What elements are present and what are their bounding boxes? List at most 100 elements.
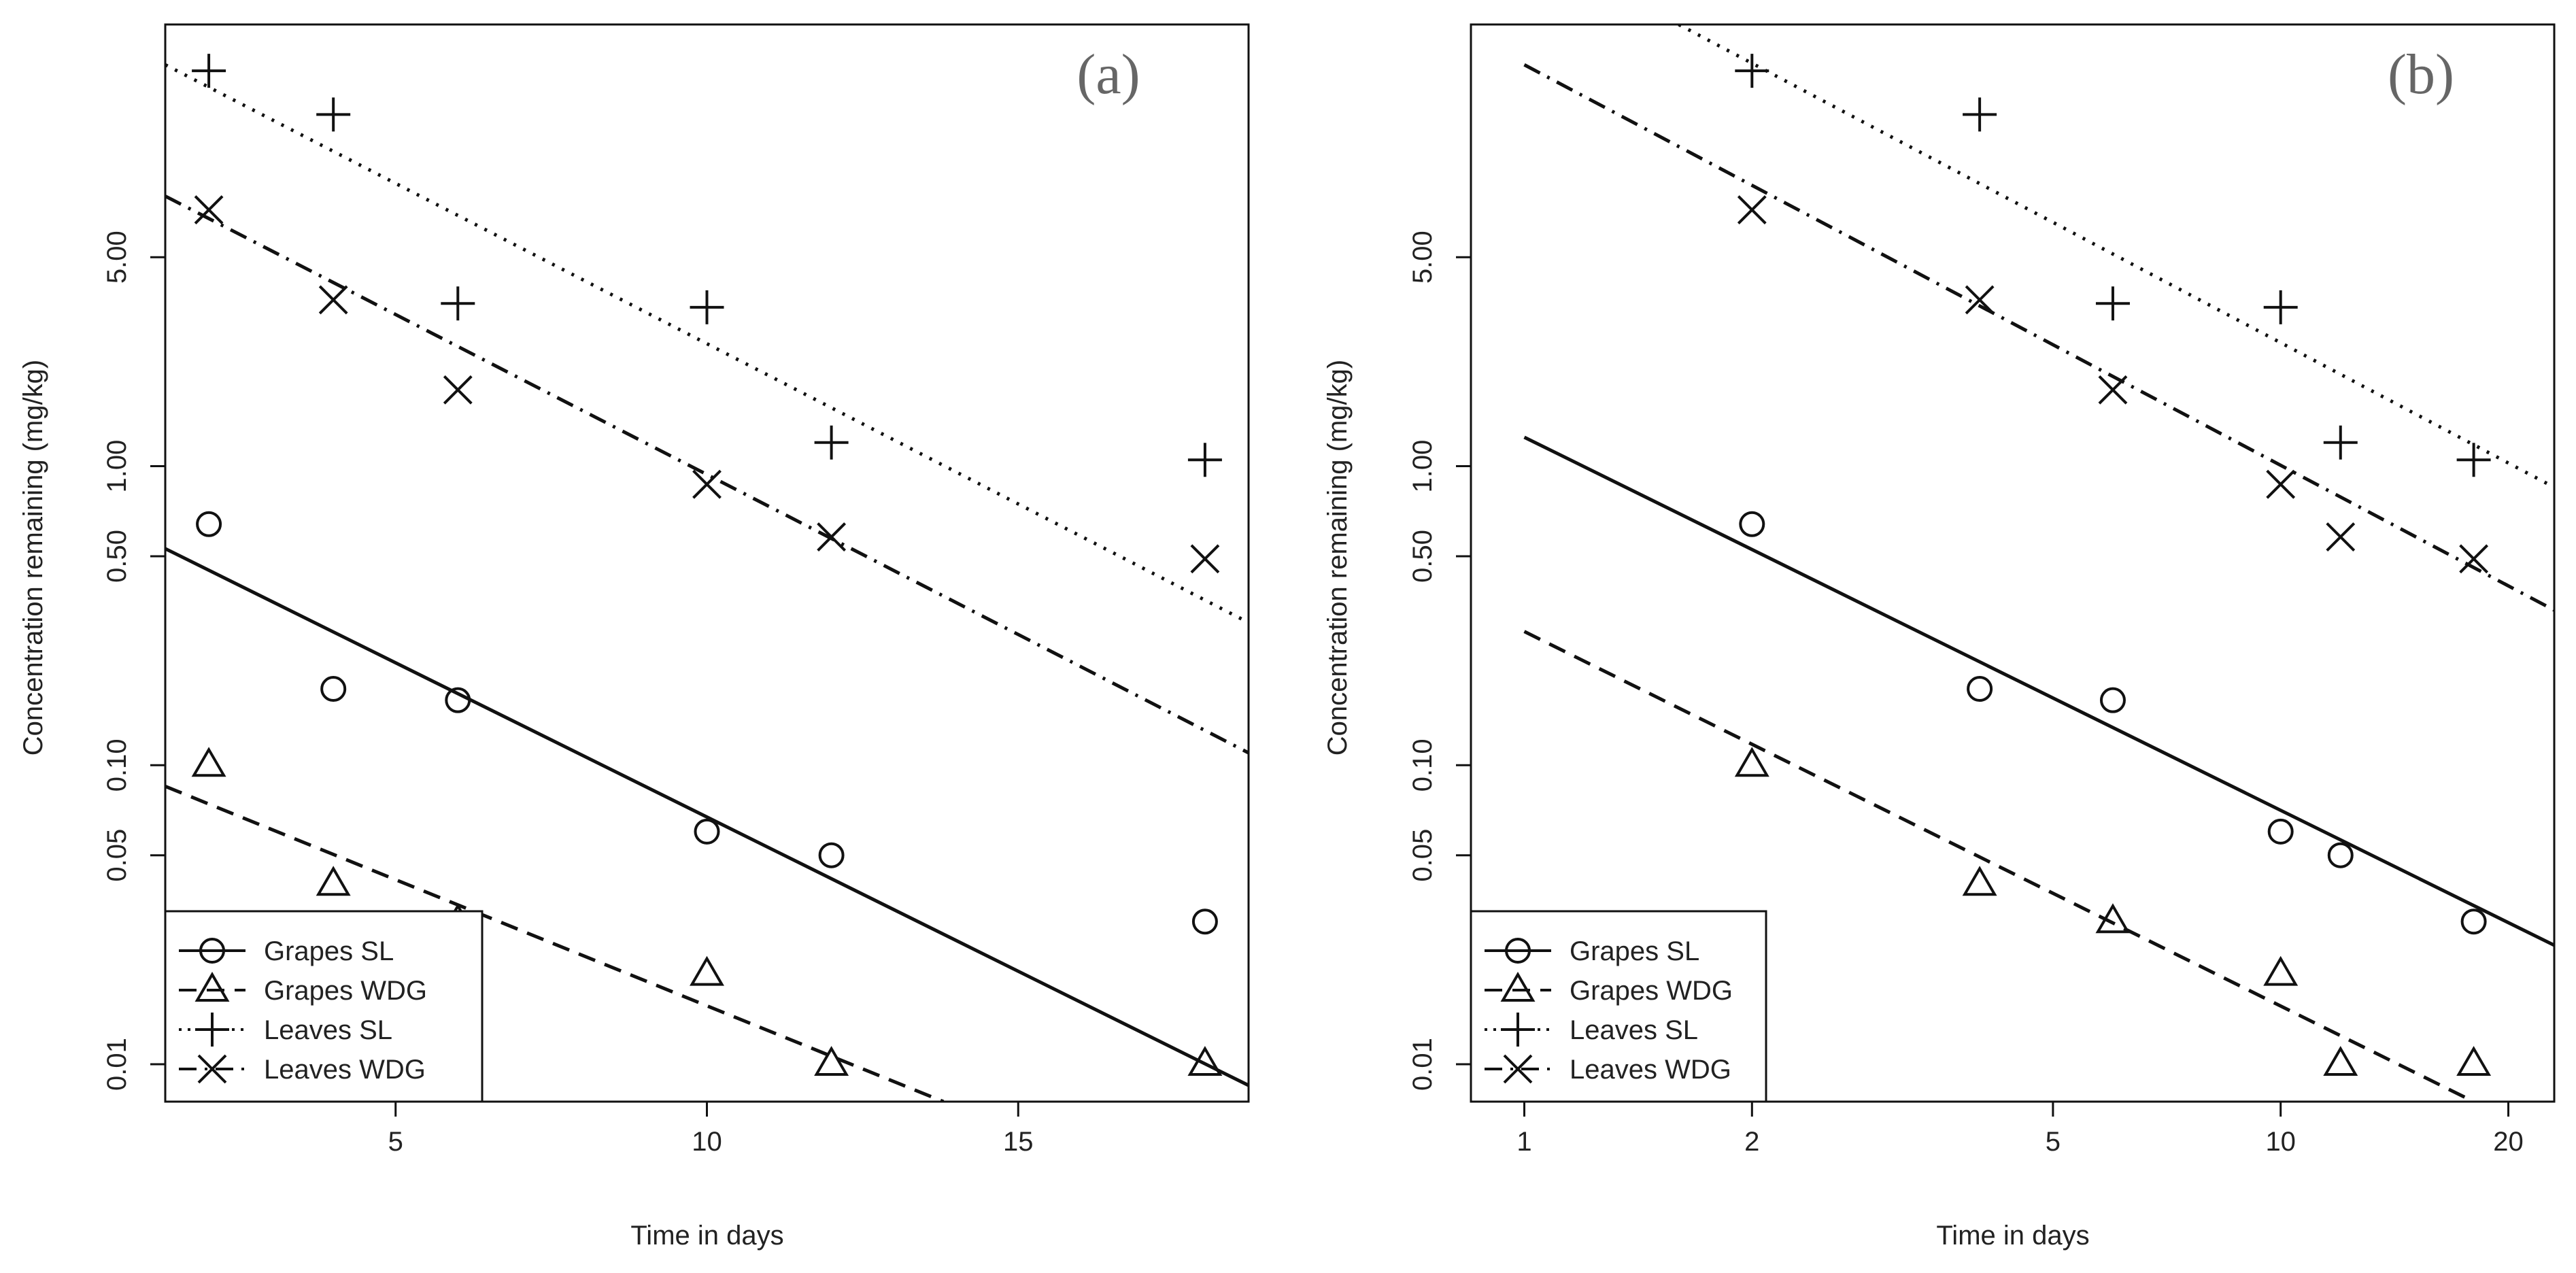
- x-tick-label: 10: [2265, 1127, 2296, 1157]
- data-point: [2323, 1046, 2358, 1076]
- legend-item: Grapes SL: [179, 936, 394, 966]
- legend-label: Grapes SL: [264, 936, 394, 966]
- legend-item: Grapes WDG: [1485, 972, 1733, 1006]
- data-point: [191, 747, 226, 777]
- data-point: [316, 97, 351, 132]
- data-point: [2323, 425, 2358, 460]
- x-tick-label: 5: [388, 1127, 403, 1157]
- y-tick-label: 5.00: [102, 231, 132, 284]
- y-tick-label: 0.05: [1408, 829, 1438, 882]
- legend-label: Leaves WDG: [264, 1055, 426, 1085]
- data-point: [316, 866, 351, 896]
- data-point: [1967, 676, 1993, 702]
- legend-marker: [197, 1054, 227, 1084]
- fit-line: [165, 547, 1249, 1087]
- data-point: [196, 511, 222, 537]
- data-point: [2267, 818, 2294, 845]
- legend-item: Leaves WDG: [179, 1054, 426, 1085]
- data-point: [2095, 903, 2131, 934]
- data-point: [2263, 290, 2298, 324]
- fit-line: [1678, 24, 2554, 489]
- data-point: [2456, 443, 2491, 477]
- legend-marker: [1501, 1013, 1535, 1047]
- x-axis-label: Time in days: [1936, 1221, 2089, 1251]
- data-point: [192, 54, 226, 88]
- x-tick-label: 15: [1003, 1127, 1034, 1157]
- data-point: [1190, 544, 1220, 574]
- data-point: [443, 375, 473, 405]
- legend-item: Leaves SL: [1485, 1013, 1698, 1047]
- y-tick-label: 0.10: [102, 739, 132, 792]
- panel-label: (a): [1077, 43, 1140, 106]
- y-tick-label: 0.01: [102, 1038, 132, 1091]
- data-point: [1963, 97, 1997, 132]
- y-axis-label: Concentration remaining (mg/kg): [1323, 360, 1353, 756]
- fit-line: [165, 194, 1249, 755]
- data-point: [817, 522, 847, 552]
- legend-label: Grapes SL: [1570, 936, 1699, 966]
- data-point: [2459, 544, 2489, 574]
- series-leaves-sl: [1678, 24, 2554, 489]
- legend-marker: [1505, 938, 1531, 964]
- y-tick-label: 1.00: [1408, 440, 1438, 493]
- chart-panel-a: 5 10 15 0.01 0.05 0.10 0.50 1.00 5.00 Time in day…: [18, 23, 1250, 1251]
- data-point: [2266, 469, 2296, 499]
- data-point: [818, 842, 845, 868]
- series-grapes-sl: [165, 511, 1249, 1087]
- chart-panel-b: 1 2 5 10 20 0.01 0.05 0.10 0.50 1.00 5.00 Time in d…: [1323, 23, 2556, 1251]
- legend-item: Grapes WDG: [179, 972, 427, 1006]
- series-grapes-sl: [1523, 435, 2554, 947]
- fit-line: [165, 785, 945, 1102]
- legend-item: Leaves WDG: [1485, 1054, 1731, 1085]
- y-axis-label: Concentration remaining (mg/kg): [18, 360, 48, 756]
- legend-item: Leaves SL: [179, 1013, 392, 1047]
- data-point: [814, 1046, 849, 1076]
- legend-item: Grapes SL: [1485, 936, 1699, 966]
- y-tick-label: 0.05: [102, 829, 132, 882]
- data-point: [320, 676, 347, 702]
- series-leaves-wdg: [165, 194, 1249, 755]
- legend-marker: [1500, 972, 1536, 1002]
- legend-label: Grapes WDG: [1570, 976, 1733, 1006]
- y-tick-label: 0.50: [102, 530, 132, 583]
- data-point: [1187, 1046, 1223, 1076]
- series-leaves-sl: [165, 54, 1249, 624]
- fit-line: [1523, 630, 2475, 1102]
- legend-marker: [1503, 1054, 1533, 1084]
- data-point: [1739, 511, 1765, 537]
- plot-frame: [1470, 23, 2556, 1103]
- x-tick-label: 10: [692, 1127, 722, 1157]
- data-point: [1735, 54, 1769, 88]
- data-point: [1191, 909, 1218, 935]
- legend-marker: [199, 938, 225, 964]
- data-point: [2099, 687, 2126, 713]
- y-tick-label: 0.10: [1408, 739, 1438, 792]
- data-point: [1187, 443, 1222, 477]
- y-tick-label: 5.00: [1408, 231, 1438, 284]
- data-point: [814, 425, 849, 460]
- data-point: [441, 286, 475, 321]
- fit-line: [1523, 63, 2554, 612]
- data-point: [1962, 866, 1997, 896]
- data-point: [318, 285, 348, 315]
- data-point: [1737, 195, 1767, 224]
- fit-line: [165, 63, 1249, 624]
- legend-label: Grapes WDG: [264, 976, 427, 1006]
- x-tick-label: 5: [2046, 1127, 2061, 1157]
- legend: Grapes SL Grapes WDG Leaves SL Leaves WDG: [1470, 910, 1767, 1103]
- data-point: [194, 195, 224, 224]
- y-tick-label: 0.50: [1408, 530, 1438, 583]
- data-point: [2263, 955, 2299, 986]
- legend-marker: [194, 972, 230, 1002]
- data-point: [692, 469, 722, 499]
- y-tick-label: 0.01: [1408, 1038, 1438, 1091]
- legend-marker: [195, 1013, 229, 1047]
- x-tick-label: 20: [2493, 1127, 2524, 1157]
- data-point: [1734, 747, 1769, 777]
- series-grapes-wdg: [1523, 630, 2492, 1102]
- legend-label: Leaves SL: [1570, 1015, 1698, 1045]
- data-point: [690, 290, 724, 324]
- x-axis-label: Time in days: [630, 1221, 783, 1251]
- legend: Grapes SL Grapes WDG Leaves SL Leaves WDG: [164, 910, 484, 1103]
